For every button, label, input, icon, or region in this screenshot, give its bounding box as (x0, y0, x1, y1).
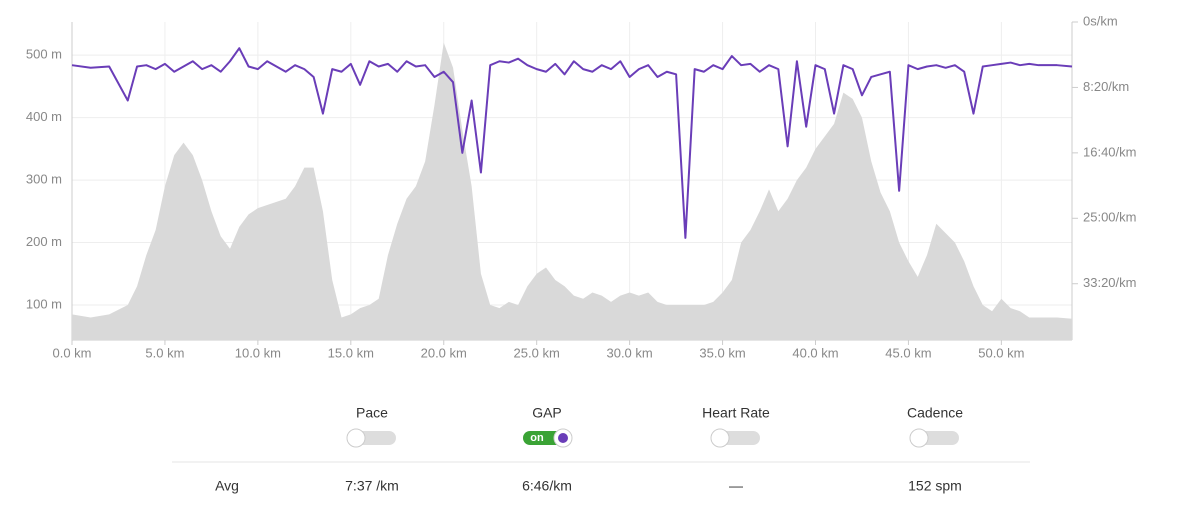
x-tick-label: 30.0 km (606, 345, 652, 360)
y2-tick-label: 8:20/km (1083, 79, 1129, 94)
toggle-knob[interactable] (710, 428, 730, 448)
toggle-text: on (530, 432, 544, 444)
control-label: GAP (532, 405, 562, 421)
toggle-knob[interactable] (909, 428, 929, 448)
summary-value: — (729, 478, 743, 494)
y2-tick-label: 25:00/km (1083, 210, 1136, 225)
x-tick-label: 50.0 km (978, 345, 1024, 360)
x-tick-label: 0.0 km (52, 345, 91, 360)
control-label: Cadence (907, 405, 963, 421)
x-tick-label: 45.0 km (885, 345, 931, 360)
y2-tick-label: 0s/km (1083, 13, 1118, 28)
x-tick-label: 40.0 km (792, 345, 838, 360)
control-label: Pace (356, 405, 388, 421)
toggle-knob[interactable] (346, 428, 366, 448)
x-tick-label: 15.0 km (328, 345, 374, 360)
y2-tick-label: 16:40/km (1083, 144, 1136, 159)
summary-value: 7:37 /km (345, 478, 399, 494)
y-tick-label: 300 m (26, 172, 62, 187)
x-tick-label: 20.0 km (421, 345, 467, 360)
toggle-dot (558, 433, 568, 443)
x-tick-label: 5.0 km (145, 345, 184, 360)
y-tick-label: 500 m (26, 47, 62, 62)
summary-value: 6:46/km (522, 478, 572, 494)
summary-value: 152 spm (908, 478, 962, 494)
y-tick-label: 100 m (26, 296, 62, 311)
summary-label: Avg (215, 478, 239, 494)
elevation-area (72, 42, 1072, 341)
x-tick-label: 10.0 km (235, 345, 281, 360)
gap-line (71, 47, 1073, 239)
x-tick-label: 25.0 km (514, 345, 560, 360)
y-tick-label: 400 m (26, 109, 62, 124)
control-label: Heart Rate (702, 405, 770, 421)
y-tick-label: 200 m (26, 234, 62, 249)
y2-tick-label: 33:20/km (1083, 275, 1136, 290)
x-tick-label: 35.0 km (699, 345, 745, 360)
